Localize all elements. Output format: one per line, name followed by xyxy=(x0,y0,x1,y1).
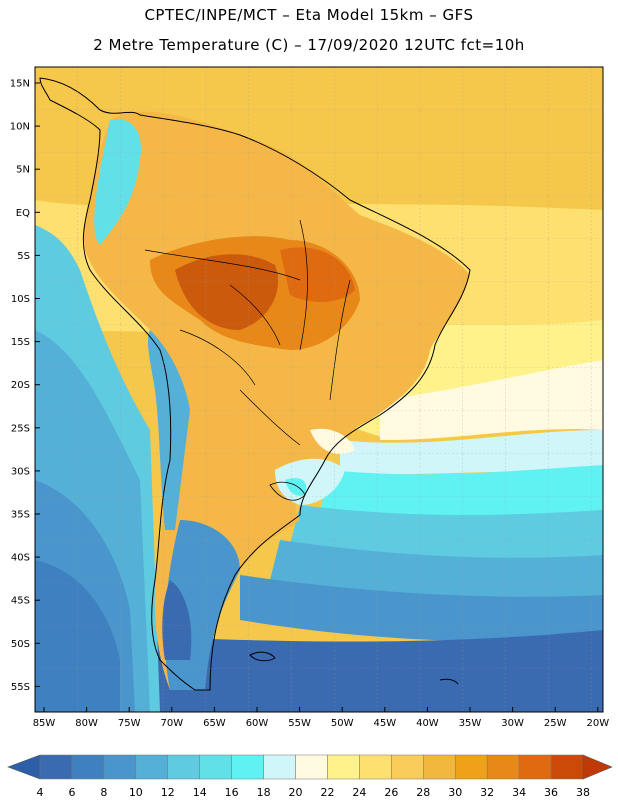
map-title-line1: CPTEC/INPE/MCT – Eta Model 15km – GFS xyxy=(144,6,474,24)
colorbar-swatch xyxy=(39,754,73,780)
lat-label: 10N xyxy=(10,122,30,133)
map-title-line2: 2 Metre Temperature (C) – 17/09/2020 12U… xyxy=(93,36,525,54)
colorbar-swatch xyxy=(486,754,520,780)
lat-label: 50S xyxy=(11,639,30,650)
lat-label: 5S xyxy=(17,251,30,262)
latitude-axis: 15N 10N 5N EQ 5S 10S 15S 20S 25S 30S 35S 40S 45S 50S 5… xyxy=(10,79,40,693)
colorbar-label: 8 xyxy=(100,786,107,799)
colorbar-label: 16 xyxy=(225,786,239,799)
lat-label: 5N xyxy=(16,165,30,176)
colorbar-label: 10 xyxy=(129,786,143,799)
lat-label: 35S xyxy=(11,510,30,521)
colorbar-swatch xyxy=(263,754,296,780)
lat-label: 15S xyxy=(11,337,30,348)
lon-label: 45W xyxy=(373,718,396,729)
colorbar-swatch xyxy=(167,754,200,780)
lat-label: 55S xyxy=(11,682,30,693)
lon-label: 25W xyxy=(544,718,567,729)
lon-label: 75W xyxy=(118,718,141,729)
colorbar-swatch xyxy=(103,754,137,780)
lat-label: 45S xyxy=(11,596,30,607)
colorbar-swatch xyxy=(71,754,105,780)
colorbar-label: 26 xyxy=(384,786,398,799)
colorbar-swatch xyxy=(199,754,232,780)
colorbar-label: 32 xyxy=(480,786,494,799)
colorbar-swatch xyxy=(454,754,488,780)
lon-label: 65W xyxy=(203,718,226,729)
lon-label: 55W xyxy=(288,718,311,729)
lat-label: EQ xyxy=(16,208,30,219)
lat-label: 15N xyxy=(10,79,30,90)
lon-label: 70W xyxy=(160,718,183,729)
colorbar-label: 20 xyxy=(289,786,303,799)
colorbar-swatch xyxy=(423,754,456,780)
colorbar-high-arrow xyxy=(582,754,613,780)
colorbar-label: 6 xyxy=(68,786,75,799)
colorbar-low-arrow xyxy=(7,754,41,780)
colorbar-label: 4 xyxy=(37,786,44,799)
colorbar-label: 36 xyxy=(544,786,558,799)
colorbar-swatch xyxy=(391,754,424,780)
colorbar-swatch xyxy=(327,754,360,780)
lat-label: 25S xyxy=(11,423,30,434)
lon-label: 85W xyxy=(33,718,56,729)
colorbar-label: 14 xyxy=(193,786,207,799)
colorbar-label: 18 xyxy=(257,786,271,799)
colorbar-swatch xyxy=(231,754,264,780)
colorbar-swatch xyxy=(518,754,552,780)
colorbar-label: 24 xyxy=(352,786,366,799)
colorbar-label: 30 xyxy=(448,786,462,799)
colorbar-swatch xyxy=(359,754,392,780)
lon-label: 50W xyxy=(331,718,354,729)
lon-label: 80W xyxy=(75,718,98,729)
lon-label: 60W xyxy=(246,718,269,729)
lat-label: 30S xyxy=(11,466,30,477)
colorbar: 4 6 8 10 12 14 16 18 20 22 24 26 28 30 32 34 36 38 xyxy=(7,754,613,799)
colorbar-swatch xyxy=(135,754,169,780)
lat-label: 40S xyxy=(11,553,30,564)
plot-frame xyxy=(34,66,604,713)
graticule xyxy=(35,67,603,712)
colorbar-label: 34 xyxy=(512,786,526,799)
longitude-axis: 85W 80W 75W 70W 65W 60W 55W 50W 45W 40W 35W 30W 25W 2… xyxy=(33,707,609,729)
temperature-field xyxy=(35,67,603,712)
colorbar-swatch xyxy=(295,754,328,780)
colorbar-label: 38 xyxy=(576,786,590,799)
colorbar-label: 28 xyxy=(416,786,430,799)
lat-label: 20S xyxy=(11,380,30,391)
colorbar-swatch xyxy=(550,754,584,780)
lat-label: 10S xyxy=(11,294,30,305)
colorbar-label: 22 xyxy=(320,786,334,799)
colorbar-label: 12 xyxy=(161,786,175,799)
lon-label: 30W xyxy=(501,718,524,729)
lon-label: 40W xyxy=(416,718,439,729)
lon-label: 20W xyxy=(586,718,609,729)
lon-label: 35W xyxy=(459,718,482,729)
